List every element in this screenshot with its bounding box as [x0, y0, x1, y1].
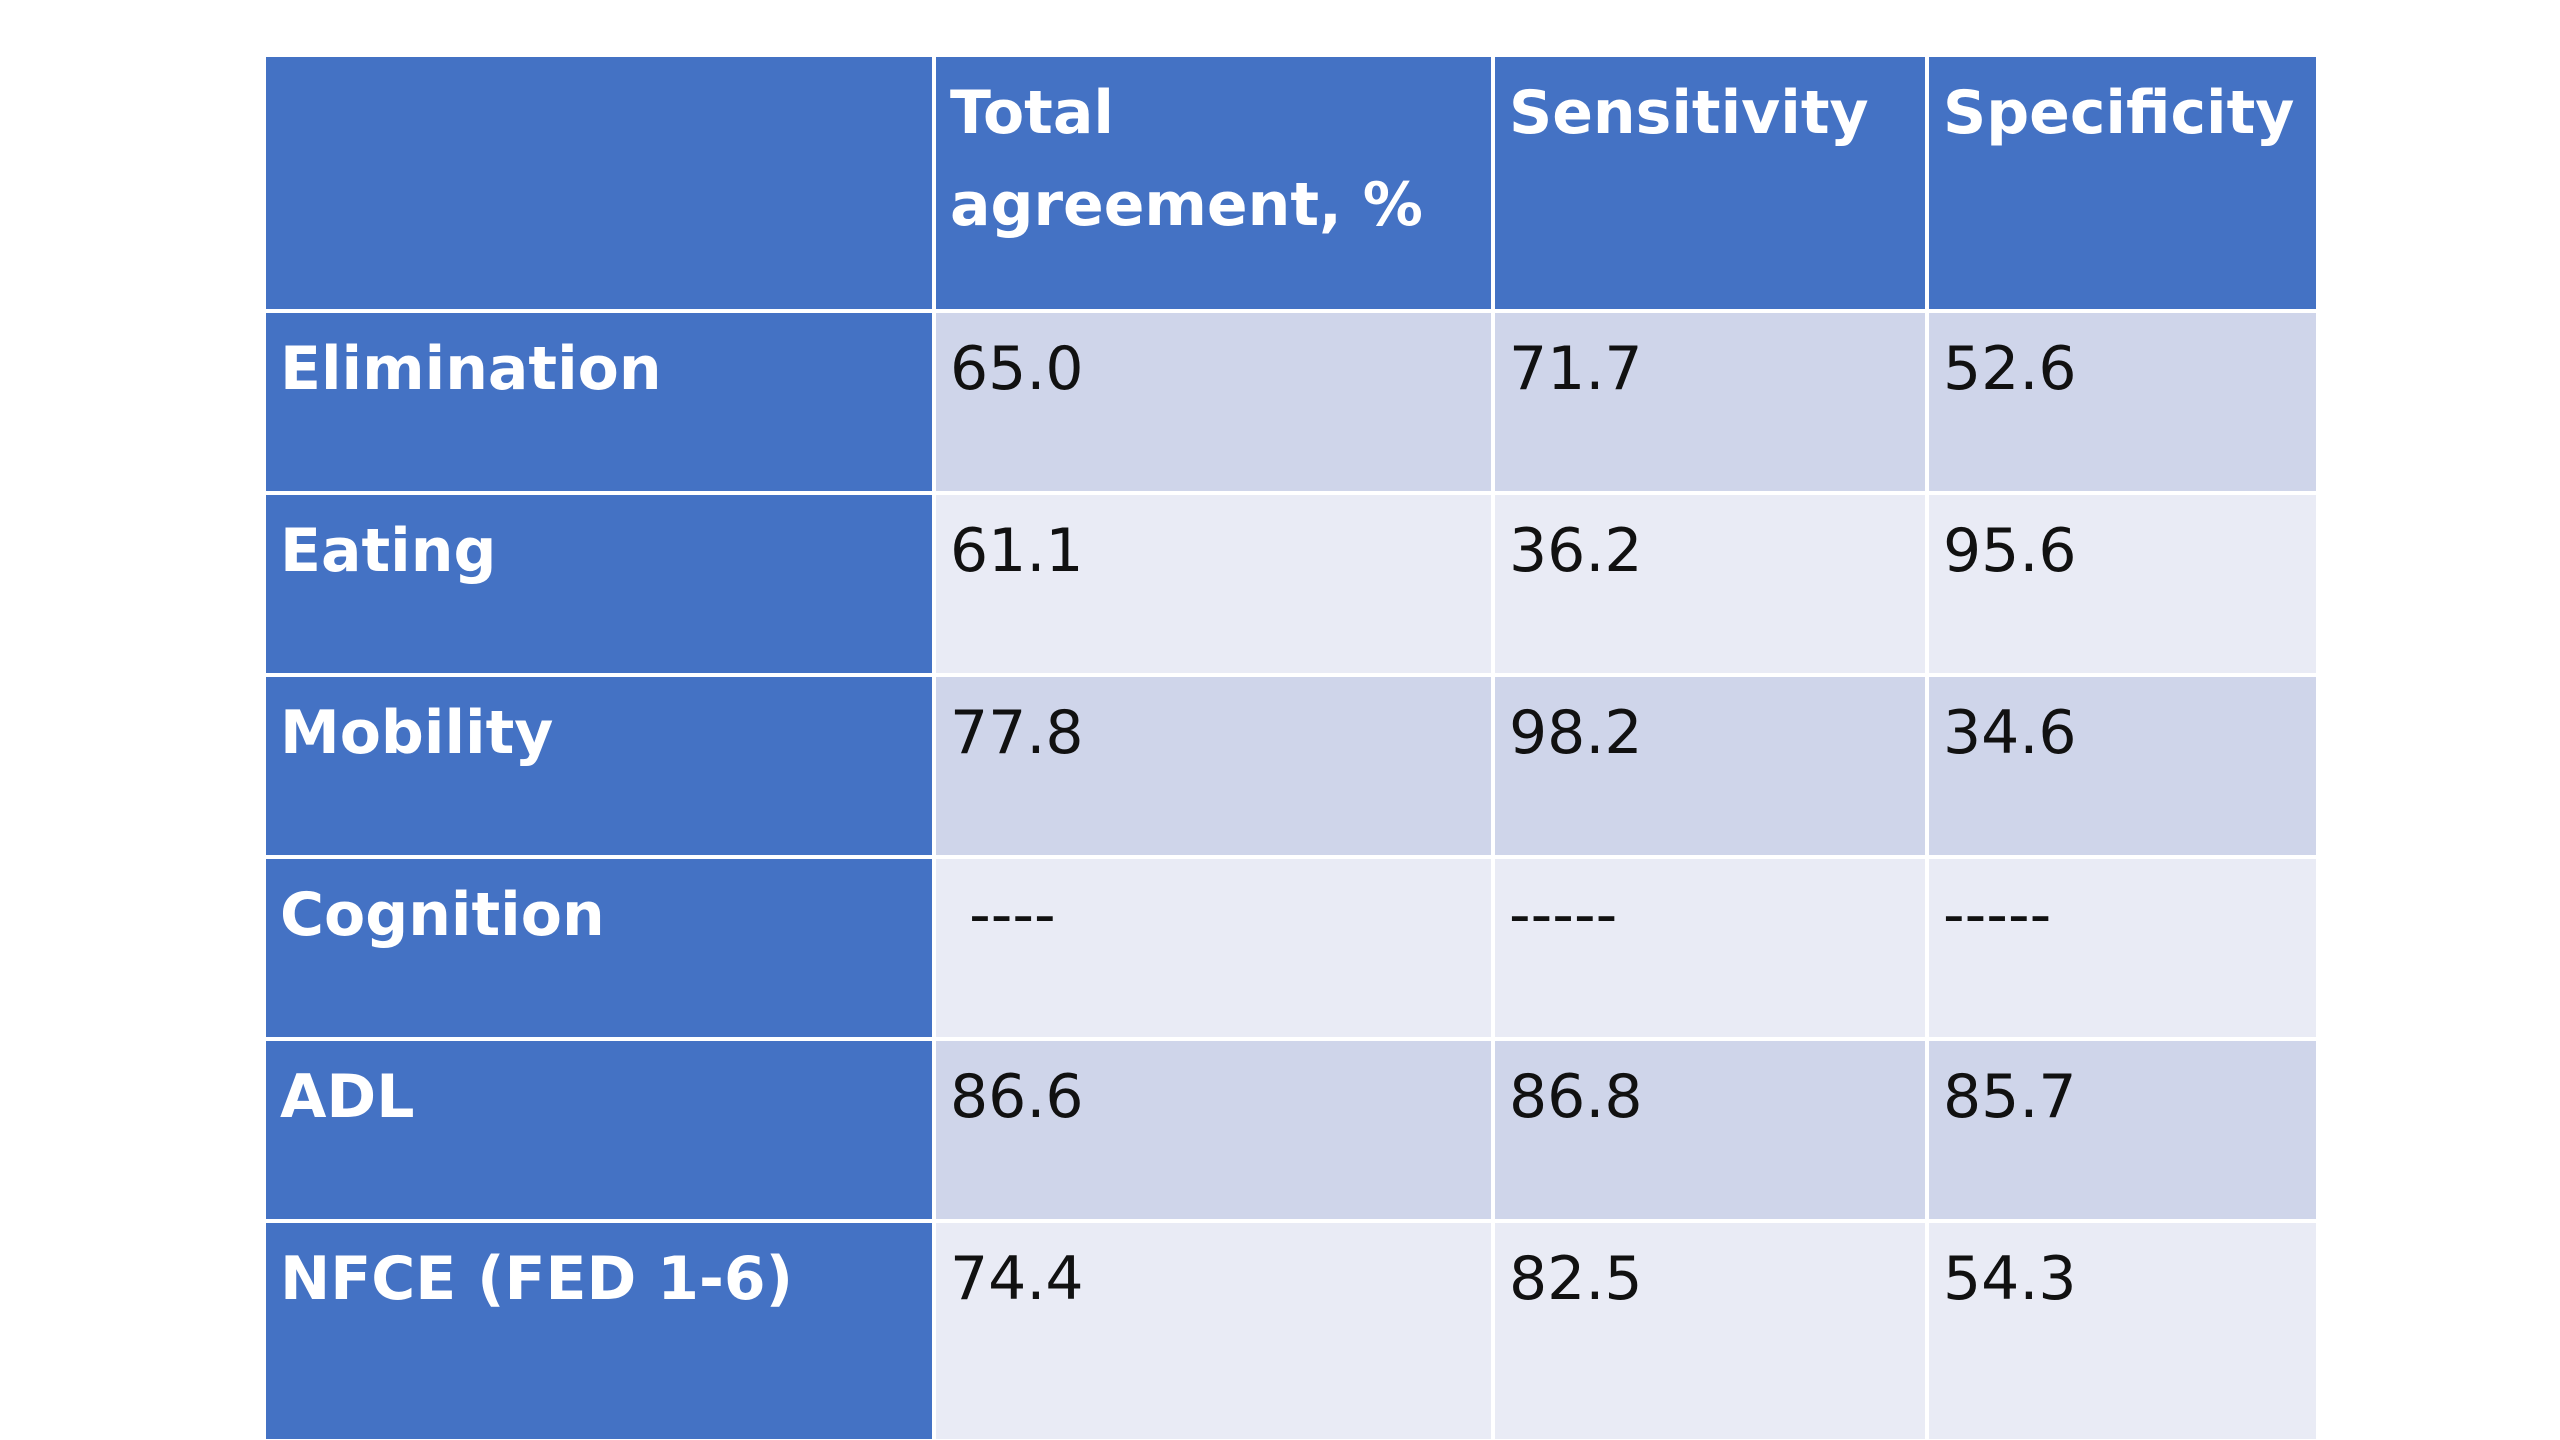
table-row: Eating 61.1 36.2 95.6: [262, 491, 2320, 677]
sensitivity-cell: 71.7: [1491, 309, 1929, 495]
row-label: Elimination: [262, 309, 936, 495]
sensitivity-cell: 86.8: [1491, 1037, 1929, 1223]
specificity-cell: 54.3: [1925, 1219, 2320, 1440]
row-label: Eating: [262, 491, 936, 677]
table-row: ADL 86.6 86.8 85.7: [262, 1037, 2320, 1223]
specificity-cell: 52.6: [1925, 309, 2320, 495]
header-total-agreement: Total agreement, %: [932, 53, 1495, 313]
table-header: Total agreement, % Sensitivity Specifici…: [262, 53, 2320, 313]
total-agreement-cell: 65.0: [932, 309, 1495, 495]
row-label: Cognition: [262, 855, 936, 1041]
table-row: Elimination 65.0 71.7 52.6: [262, 309, 2320, 495]
header-specificity: Specificity: [1925, 53, 2320, 313]
header-row: Total agreement, % Sensitivity Specifici…: [262, 53, 2320, 313]
sensitivity-cell: 82.5: [1491, 1219, 1929, 1440]
total-agreement-cell: ----: [932, 855, 1495, 1041]
sensitivity-cell: 98.2: [1491, 673, 1929, 859]
specificity-cell: 85.7: [1925, 1037, 2320, 1223]
total-agreement-cell: 61.1: [932, 491, 1495, 677]
total-agreement-cell: 74.4: [932, 1219, 1495, 1440]
specificity-cell: 95.6: [1925, 491, 2320, 677]
table-row: Mobility 77.8 98.2 34.6: [262, 673, 2320, 859]
specificity-cell: -----: [1925, 855, 2320, 1041]
header-sensitivity: Sensitivity: [1491, 53, 1929, 313]
specificity-cell: 34.6: [1925, 673, 2320, 859]
agreement-table: Total agreement, % Sensitivity Specifici…: [262, 53, 2320, 1440]
row-label: ADL: [262, 1037, 936, 1223]
header-row-label-cell: [262, 53, 936, 313]
row-label: NFCE (FED 1-6): [262, 1219, 936, 1440]
table-row: NFCE (FED 1-6) 74.4 82.5 54.3: [262, 1219, 2320, 1440]
sensitivity-cell: 36.2: [1491, 491, 1929, 677]
total-agreement-cell: 77.8: [932, 673, 1495, 859]
table-row: Cognition ---- ----- -----: [262, 855, 2320, 1041]
table-body: Elimination 65.0 71.7 52.6 Eating 61.1 3…: [262, 309, 2320, 1440]
total-agreement-cell: 86.6: [932, 1037, 1495, 1223]
row-label: Mobility: [262, 673, 936, 859]
sensitivity-cell: -----: [1491, 855, 1929, 1041]
